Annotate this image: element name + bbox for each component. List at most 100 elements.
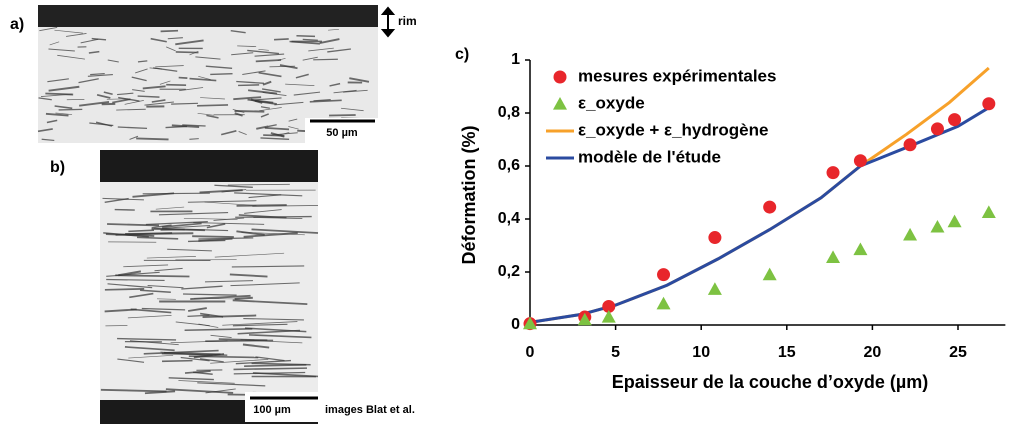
x-tick-label: 20 — [864, 344, 882, 361]
texture — [58, 108, 83, 111]
texture — [130, 308, 172, 314]
texture — [187, 314, 210, 318]
texture — [114, 208, 135, 211]
texture — [155, 206, 185, 210]
texture — [259, 107, 282, 112]
texture — [128, 229, 155, 233]
texture — [247, 49, 280, 55]
texture — [236, 80, 264, 84]
texture — [296, 35, 316, 38]
legend-label: mesures expérimentales — [578, 66, 776, 85]
texture — [117, 358, 145, 363]
texture — [145, 220, 208, 226]
rim-arrow — [380, 6, 396, 38]
texture — [117, 337, 177, 341]
texture — [167, 37, 183, 40]
texture — [137, 95, 160, 98]
texture — [38, 97, 52, 101]
texture — [309, 99, 342, 103]
texture — [308, 47, 334, 52]
texture — [39, 26, 58, 32]
y-axis-title: Déformation (%) — [459, 125, 479, 264]
texture — [262, 80, 272, 86]
texture — [243, 232, 298, 238]
point — [948, 113, 962, 127]
point — [853, 154, 867, 168]
texture — [117, 92, 134, 96]
texture — [168, 377, 214, 381]
texture — [236, 204, 287, 207]
texture — [183, 293, 237, 296]
texture — [222, 321, 298, 326]
texture — [175, 51, 199, 54]
texture — [142, 85, 166, 90]
texture — [233, 371, 306, 375]
texture — [260, 106, 270, 109]
point — [947, 214, 962, 228]
texture — [107, 223, 160, 227]
texture — [151, 228, 206, 232]
legend-label: ε_oxyde — [578, 93, 645, 112]
texture — [124, 346, 175, 352]
texture — [279, 64, 298, 70]
point — [708, 231, 722, 245]
scale-label: 100 µm — [253, 404, 291, 416]
texture — [162, 359, 193, 363]
x-tick-label: 15 — [778, 344, 796, 361]
texture — [149, 67, 163, 70]
texture — [255, 59, 282, 63]
texture — [200, 97, 225, 100]
texture — [231, 52, 254, 56]
texture — [260, 113, 269, 118]
texture — [45, 112, 69, 117]
texture — [242, 343, 270, 349]
texture — [248, 89, 278, 95]
texture — [46, 119, 58, 124]
texture — [270, 132, 285, 138]
x-tick-label: 10 — [692, 344, 710, 361]
texture — [251, 362, 311, 366]
texture — [127, 314, 172, 319]
texture — [288, 118, 298, 122]
texture — [255, 356, 285, 362]
texture — [104, 308, 137, 313]
texture — [175, 39, 204, 46]
texture — [105, 233, 155, 237]
texture — [210, 358, 269, 364]
texture — [244, 209, 282, 214]
point — [853, 242, 868, 256]
texture — [88, 50, 100, 54]
texture — [327, 48, 351, 53]
texture — [147, 284, 184, 289]
x-axis-title: Epaisseur de la couche d’oxyde (µm) — [612, 372, 928, 392]
texture — [171, 102, 198, 105]
texture — [197, 112, 215, 116]
texture — [143, 349, 219, 355]
texture — [55, 112, 73, 115]
texture — [231, 265, 305, 268]
line — [529, 106, 990, 324]
texture — [267, 124, 277, 128]
texture — [213, 217, 245, 221]
texture — [167, 248, 212, 252]
texture — [45, 92, 74, 96]
point — [930, 122, 944, 136]
texture — [155, 65, 184, 68]
texture — [162, 222, 202, 228]
texture — [313, 99, 331, 102]
texture — [242, 70, 266, 75]
point — [763, 200, 777, 214]
texture — [193, 222, 265, 225]
texture — [181, 285, 223, 290]
texture — [48, 85, 80, 92]
texture — [96, 93, 111, 99]
texture — [118, 96, 140, 102]
texture — [199, 358, 224, 363]
y-tick-label: 0,8 — [498, 104, 520, 121]
texture — [328, 29, 339, 31]
point — [762, 267, 777, 281]
texture — [204, 280, 253, 283]
legend-label: ε_oxyde + ε_hydrogène — [578, 120, 768, 139]
texture — [253, 97, 282, 101]
texture — [197, 382, 266, 387]
